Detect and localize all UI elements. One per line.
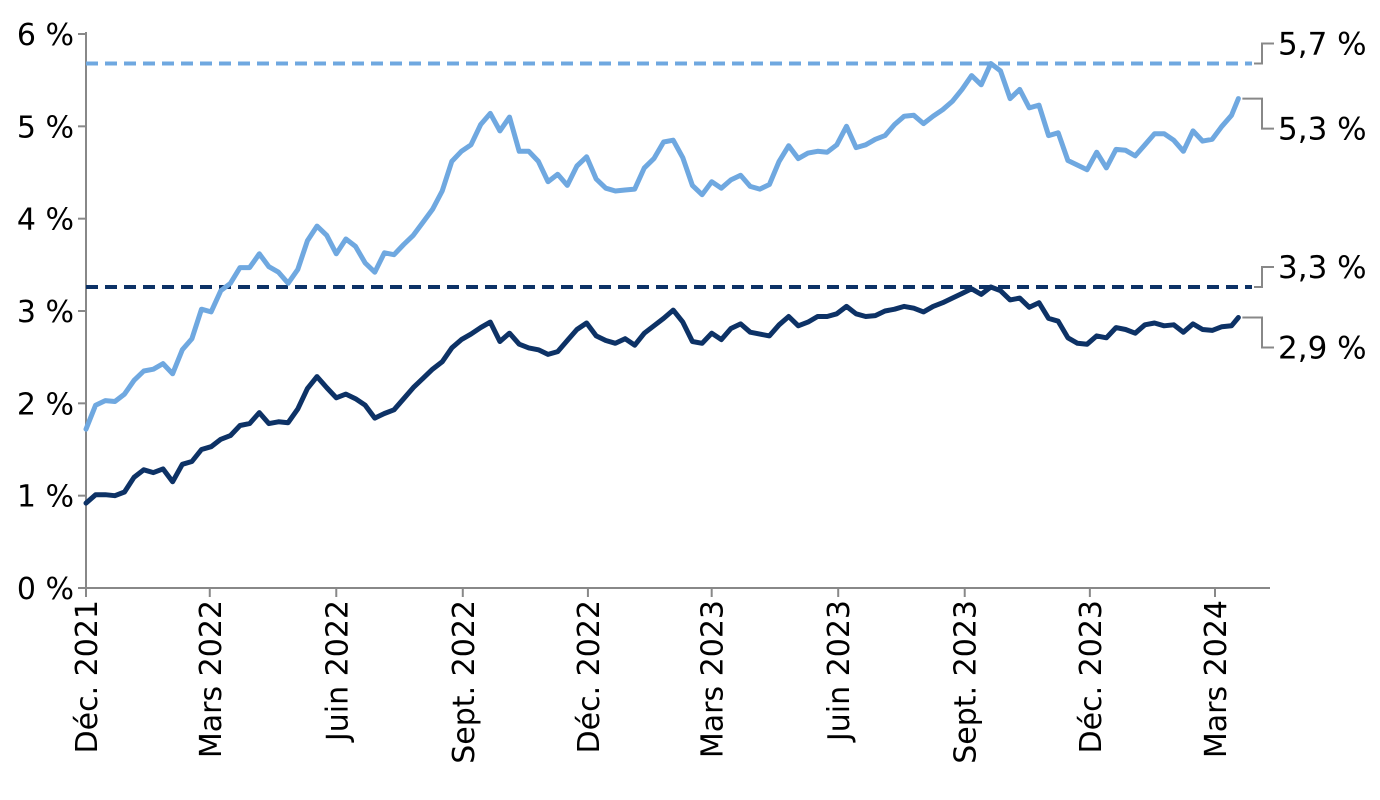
y-tick-label: 2 % bbox=[17, 387, 74, 422]
x-axis: Déc. 2021 Mars 2022 Juin 2022 Sept. 2022 Déc… bbox=[70, 587, 1270, 764]
x-tick-label: Mars 2024 bbox=[1199, 600, 1234, 758]
end-value-label: 5,7 % bbox=[1278, 27, 1367, 63]
y-axis: 0 % 1 % 2 % 3 % 4 % 5 % 6 % bbox=[17, 18, 87, 607]
y-tick-label: 4 % bbox=[17, 203, 74, 238]
series-line bbox=[83, 61, 1241, 432]
end-labels: 5,7 % 3,3 % 5,3 % 2,9 % bbox=[1242, 27, 1367, 366]
end-value-label: 2,9 % bbox=[1278, 330, 1367, 366]
y-tick-label: 6 % bbox=[17, 18, 74, 53]
x-tick-label: Juin 2022 bbox=[320, 600, 355, 743]
x-tick-label: Déc. 2023 bbox=[1074, 600, 1109, 753]
x-tick-label: Déc. 2021 bbox=[70, 600, 105, 753]
label-leader-line bbox=[1242, 97, 1274, 130]
series-lines bbox=[83, 61, 1241, 506]
x-tick-label: Sept. 2023 bbox=[949, 600, 984, 764]
y-tick-label: 3 % bbox=[17, 295, 74, 330]
x-tick-label: Mars 2022 bbox=[194, 600, 229, 758]
reference-lines bbox=[86, 61, 1252, 289]
label-leader-line bbox=[1242, 316, 1274, 349]
x-tick-label: Sept. 2022 bbox=[447, 600, 482, 764]
y-tick-label: 0 % bbox=[17, 572, 74, 607]
y-tick-label: 5 % bbox=[17, 110, 74, 145]
y-tick-label: 1 % bbox=[17, 480, 74, 515]
end-value-label: 3,3 % bbox=[1278, 250, 1367, 286]
x-tick-label: Mars 2023 bbox=[696, 600, 731, 758]
label-leader-line bbox=[1254, 42, 1274, 65]
series-line bbox=[83, 284, 1241, 506]
end-value-label: 5,3 % bbox=[1278, 112, 1367, 148]
label-leader-line bbox=[1254, 265, 1274, 288]
x-tick-label: Juin 2023 bbox=[822, 600, 857, 743]
x-tick-label: Déc. 2022 bbox=[572, 600, 607, 753]
